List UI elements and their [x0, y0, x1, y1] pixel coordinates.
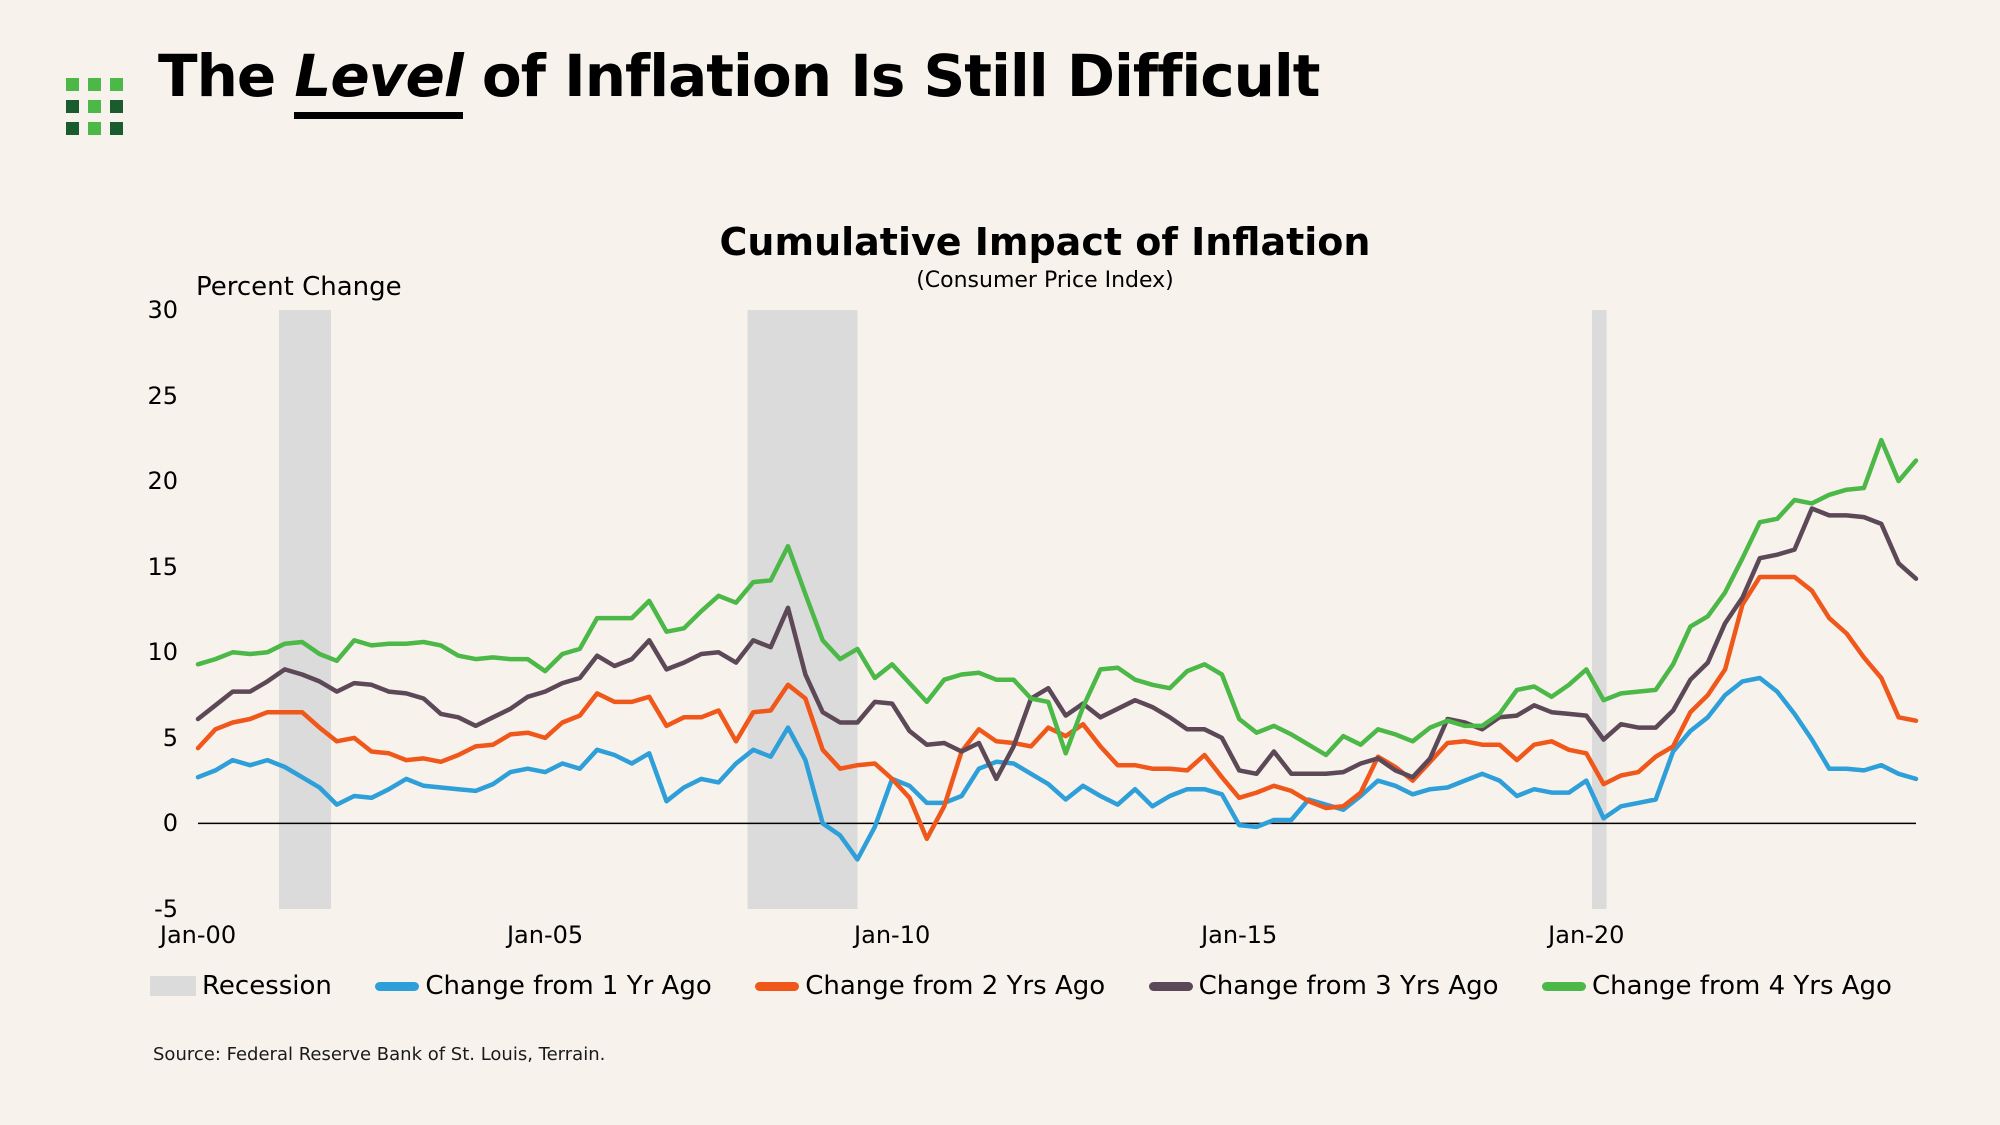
legend-swatch — [1542, 981, 1586, 991]
y-tick-label: 25 — [147, 381, 178, 410]
brand-logo — [66, 78, 123, 135]
logo-square-dark — [110, 122, 123, 135]
y-tick-label: 20 — [147, 467, 178, 496]
x-tick-label: Jan-15 — [1201, 921, 1278, 949]
slide-title-post: of Inflation Is Still Difficult — [462, 42, 1321, 110]
legend: Recession Change from 1 Yr Ago Change from… — [150, 964, 1892, 1008]
y-tick-label: 10 — [147, 638, 178, 667]
slide-title: The Level of Inflation Is Still Difficul… — [158, 42, 1321, 119]
logo-square-light — [88, 100, 101, 113]
source-note: Source: Federal Reserve Bank of St. Loui… — [153, 1044, 606, 1065]
y-tick-label: 30 — [147, 296, 178, 324]
legend-swatch — [375, 981, 420, 991]
chart-subtitle: (Consumer Price Index) — [916, 268, 1174, 293]
recession-band — [747, 310, 858, 909]
logo-square-dark — [66, 100, 79, 113]
legend-label: Change from 2 Yrs Ago — [805, 971, 1106, 1001]
logo-square-dark — [110, 100, 123, 113]
series-line-change-from-4-yrs-ago — [195, 437, 1919, 758]
legend-label: Recession — [202, 971, 332, 1001]
slide-title-emphasis: Level — [294, 42, 464, 119]
logo-square-light — [66, 78, 79, 91]
chart-title: Cumulative Impact of Inflation — [719, 220, 1371, 264]
legend-item: Change from 4 Yrs Ago — [1542, 971, 1892, 1001]
series-line-change-from-3-yrs-ago — [195, 506, 1919, 782]
x-tick-label: Jan-05 — [506, 921, 584, 949]
y-tick-label: -5 — [154, 895, 178, 923]
legend-label: Change from 1 Yr Ago — [425, 971, 712, 1001]
logo-square-light — [88, 122, 101, 135]
legend-item: Recession — [150, 971, 332, 1001]
legend-swatch — [755, 981, 800, 991]
legend-item: Change from 2 Yrs Ago — [755, 971, 1105, 1001]
legend-item: Change from 3 Yrs Ago — [1148, 971, 1499, 1001]
legend-item: Change from 1 Yr Ago — [375, 971, 712, 1001]
y-axis-unit-label: Percent Change — [196, 272, 402, 302]
series-line-change-from-2-yrs-ago — [195, 574, 1919, 842]
recession-band — [278, 310, 332, 909]
logo-square-light — [88, 78, 101, 91]
x-tick-label: Jan-00 — [159, 921, 237, 949]
legend-swatch — [1148, 981, 1193, 991]
legend-label: Change from 4 Yrs Ago — [1592, 971, 1892, 1001]
logo-square-dark — [66, 122, 79, 135]
legend-swatch — [150, 976, 196, 996]
x-tick-label: Jan-10 — [854, 921, 931, 949]
series-line-change-from-1-yr-ago — [195, 675, 1919, 862]
x-tick-label: Jan-20 — [1548, 921, 1625, 949]
y-tick-label: 15 — [147, 552, 178, 581]
y-tick-label: 5 — [162, 723, 178, 752]
y-tick-label: 0 — [162, 809, 178, 838]
recession-band — [1592, 310, 1607, 909]
logo-square-light — [110, 78, 123, 91]
slide-title-pre: The — [158, 42, 295, 110]
legend-label: Change from 3 Yrs Ago — [1198, 971, 1499, 1001]
